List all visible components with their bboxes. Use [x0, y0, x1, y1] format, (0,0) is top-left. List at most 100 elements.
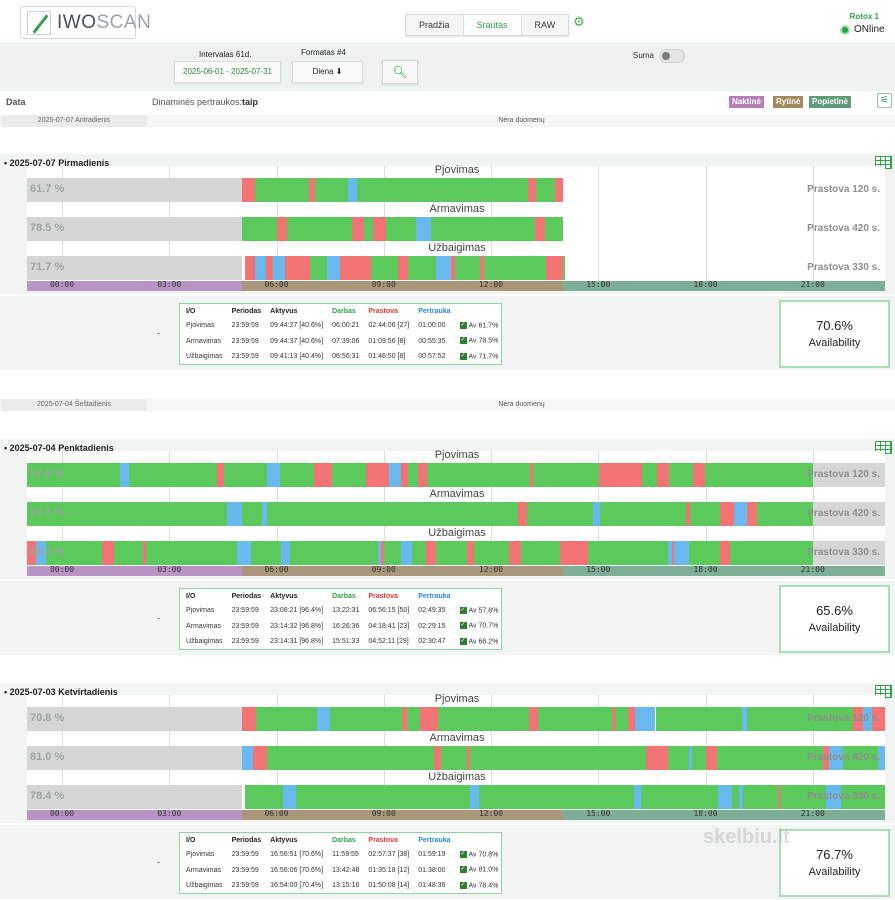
time-tick-label: 09:00: [371, 280, 396, 289]
work-segment: [621, 502, 654, 526]
table-row: Užbaigimas 23:59:59 09:41:13 [40.4%] 06:56:…: [180, 349, 501, 364]
interval-input[interactable]: 2025-06-01 - 2025-07-31: [174, 61, 281, 83]
time-tick-label: 03:00: [157, 565, 182, 574]
table-cell: Armavimas: [186, 622, 222, 630]
break-segment: [634, 707, 647, 731]
work-segment: [239, 463, 268, 487]
availability-percent: 81.0 %: [30, 751, 65, 763]
work-segment: [287, 217, 310, 241]
work-segment: [790, 746, 824, 770]
idle-segment: [577, 541, 589, 565]
idle-segment: [555, 256, 563, 280]
checkbox-icon[interactable]: ✓: [459, 322, 467, 329]
timeline-bar[interactable]: 61.7 % Prastova 120 s.: [27, 178, 885, 202]
time-tick-label: 03:00: [157, 280, 182, 289]
checkbox-icon[interactable]: ✓: [459, 607, 467, 614]
work-segment: [501, 178, 528, 202]
availability-checkbox-cell[interactable]: ✓ Av 78.4%: [454, 878, 502, 893]
work-segment: [267, 502, 291, 526]
nav-raw[interactable]: RAW: [534, 20, 556, 30]
idle-segment: [381, 541, 384, 565]
availability-value: Av 78.4%: [468, 882, 499, 890]
table-cell: 07:39:06: [332, 337, 360, 345]
availability-checkbox-cell[interactable]: ✓ Av 57.8%: [454, 603, 502, 618]
work-segment: [370, 502, 401, 526]
availability-checkbox-cell[interactable]: ✓ Av 68.2%: [454, 634, 502, 649]
time-tick-label: 21:00: [800, 280, 825, 289]
work-segment: [704, 463, 728, 487]
format-select[interactable]: Diena ⬇: [292, 61, 363, 83]
work-segment: [717, 746, 745, 770]
table-cell: 23:59:59: [231, 866, 259, 874]
timeline-bar[interactable]: 78.4 % Prastova 330 s.: [27, 785, 885, 809]
filter-settings-icon[interactable]: ⚟: [877, 93, 892, 108]
idle-segment: [672, 541, 675, 565]
availability-checkbox-cell[interactable]: ✓ Av 78.5%: [454, 333, 502, 348]
checkbox-icon[interactable]: ✓: [459, 637, 467, 645]
table-cell: Pjovimas: [186, 322, 215, 330]
timeline-title: Užbaigimas: [428, 771, 486, 783]
availability-checkbox-cell[interactable]: ✓ Av 70.8%: [454, 847, 502, 862]
timeline-bar[interactable]: 68.2 % Prastova 330 s.: [27, 541, 885, 565]
work-segment: [435, 541, 458, 565]
app-logo[interactable]: IWOSCAN: [20, 6, 151, 39]
availability-value: Av 61.7%: [468, 322, 499, 330]
nav-srautas[interactable]: Srautas: [463, 15, 522, 35]
checkbox-icon[interactable]: ✓: [459, 866, 467, 874]
idle-segment: [567, 541, 578, 565]
timeline-bar[interactable]: 71.7 % Prastova 330 s.: [27, 256, 885, 280]
work-segment: [331, 463, 367, 487]
break-segment: [316, 707, 330, 731]
work-segment: [319, 785, 348, 809]
table-cell: 23:08:21 [96.4%]: [270, 607, 324, 615]
work-segment: [722, 707, 742, 731]
work-segment: [480, 217, 488, 241]
table-cell: 23:59:59: [231, 881, 259, 889]
timeline-bar[interactable]: 78.5 % Prastova 420 s.: [27, 217, 885, 241]
work-segment: [523, 256, 546, 280]
work-segment: [604, 785, 634, 809]
work-segment: [376, 178, 401, 202]
work-segment: [397, 746, 435, 770]
suma-toggle[interactable]: [659, 49, 685, 63]
no-data-message: Nėra duomenų: [148, 115, 895, 127]
idle-segment: [377, 463, 390, 487]
idle-segment: [302, 256, 310, 280]
table-cell: 02:44:06 [27]: [368, 322, 410, 330]
work-segment: [790, 463, 814, 487]
checkbox-icon[interactable]: ✓: [459, 352, 467, 360]
work-segment: [537, 541, 560, 565]
search-button[interactable]: 🔍︎: [382, 60, 418, 84]
settings-gear-icon[interactable]: ⚙: [573, 14, 585, 29]
availability-checkbox-cell[interactable]: ✓ Av 70.7%: [454, 618, 502, 633]
work-segment: [532, 463, 569, 487]
legend-morningshift: Rytinė: [773, 96, 804, 108]
work-segment: [744, 746, 772, 770]
idle-threshold-label: Prastova 420 s.: [807, 508, 880, 519]
time-tick-label: 21:00: [800, 565, 825, 574]
availability-total: 76.7%: [816, 847, 853, 862]
shift-segment: [563, 810, 885, 820]
timeline-bar[interactable]: 57.8 % Prastova 120 s.: [27, 463, 885, 487]
table-header: Pertrauka: [418, 308, 451, 315]
availability-checkbox-cell[interactable]: ✓ Av 71.7%: [454, 349, 502, 364]
break-segment: [378, 541, 382, 565]
availability-checkbox-cell[interactable]: ✓ Av 81.0%: [454, 862, 502, 877]
idle-threshold-label: Prastova 330 s.: [807, 547, 880, 558]
availability-checkbox-cell[interactable]: ✓ Av 61.7%: [454, 318, 502, 333]
no-data-row: 2025-07-04 Šeštadienis Nėra duomenų: [0, 399, 895, 411]
checkbox-icon[interactable]: ✓: [459, 337, 467, 345]
data-column-label: Data: [6, 97, 26, 107]
timeline-bar[interactable]: 70.8 % Prastova 120 s.: [27, 707, 885, 731]
work-segment: [60, 463, 93, 487]
checkbox-icon[interactable]: ✓: [459, 851, 467, 858]
work-segment: [797, 707, 826, 731]
availability-card: 76.7% Availability: [779, 829, 890, 897]
work-segment: [406, 707, 421, 731]
checkbox-icon[interactable]: ✓: [459, 881, 467, 889]
timeline-bar[interactable]: 81.0 % Prastova 420 s.: [27, 746, 885, 770]
checkbox-icon[interactable]: ✓: [459, 622, 467, 630]
nav-pradzia[interactable]: Pradžia: [406, 15, 464, 35]
timeline-bar[interactable]: 70.7 % Prastova 420 s.: [27, 502, 885, 526]
work-segment: [378, 746, 386, 770]
